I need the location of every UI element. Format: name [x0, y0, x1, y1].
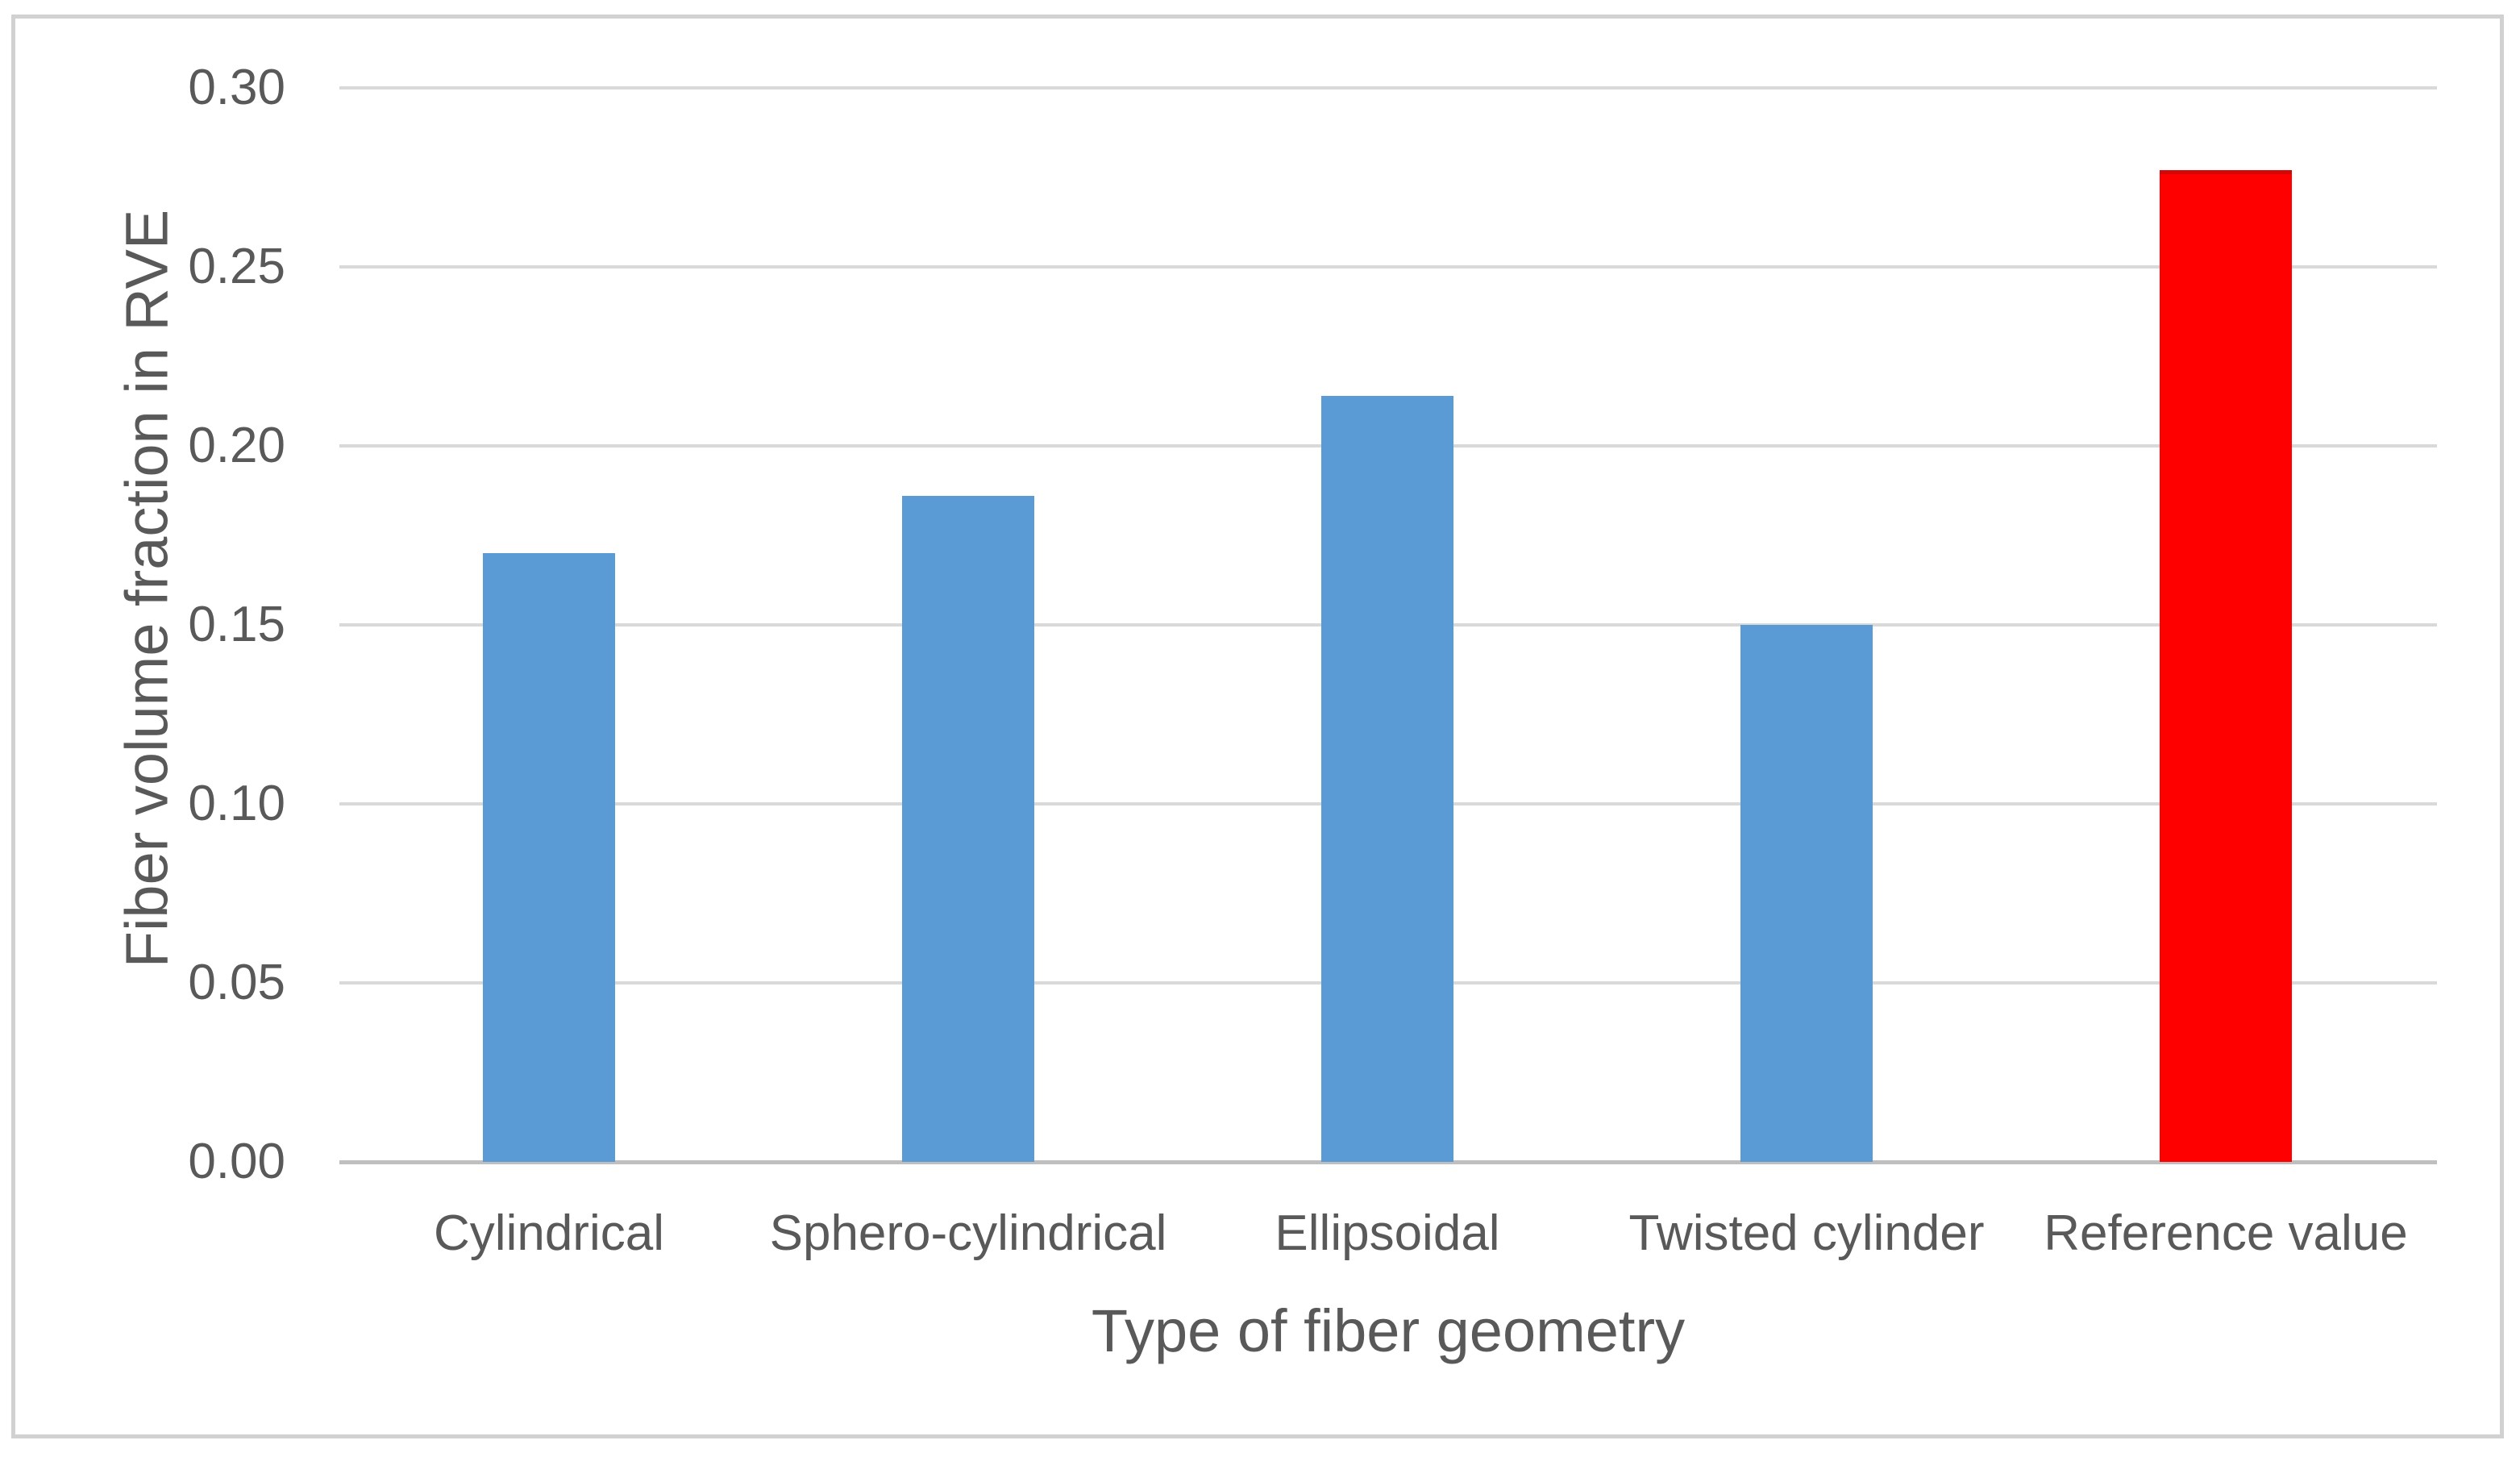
- ytick-0.15: 0.15: [188, 597, 285, 652]
- ytick-0.20: 0.20: [188, 418, 285, 473]
- bar-cylindrical: [483, 553, 615, 1162]
- ytick-0.00: 0.00: [188, 1134, 285, 1189]
- ytick-0.25: 0.25: [188, 239, 285, 294]
- gridline-0.30: [339, 86, 2437, 90]
- category-label-reference-value: Reference value: [2044, 1205, 2408, 1261]
- x-axis-line: [339, 1160, 2437, 1164]
- bar-twisted-cylinder: [1740, 625, 1873, 1162]
- gridline-0.25: [339, 265, 2437, 269]
- category-label-sphero-cylindrical: Sphero-cylindrical: [769, 1205, 1167, 1261]
- category-label-cylindrical: Cylindrical: [434, 1205, 664, 1261]
- bar-ellipsoidal: [1321, 395, 1453, 1162]
- ytick-0.30: 0.30: [188, 60, 285, 115]
- chart-border-frame: [11, 15, 2504, 1438]
- ytick-0.10: 0.10: [188, 776, 285, 831]
- category-label-twisted-cylinder: Twisted cylinder: [1628, 1205, 1985, 1261]
- category-label-ellipsoidal: Ellipsoidal: [1275, 1205, 1500, 1261]
- y-axis-title: Fiber volume fraction in RVE: [113, 209, 181, 968]
- x-axis-title: Type of fiber geometry: [1091, 1297, 1686, 1364]
- ytick-0.05: 0.05: [188, 955, 285, 1010]
- plot-area: [339, 86, 2437, 1164]
- bar-reference-value: [2160, 170, 2292, 1162]
- bar-sphero-cylindrical: [902, 496, 1034, 1162]
